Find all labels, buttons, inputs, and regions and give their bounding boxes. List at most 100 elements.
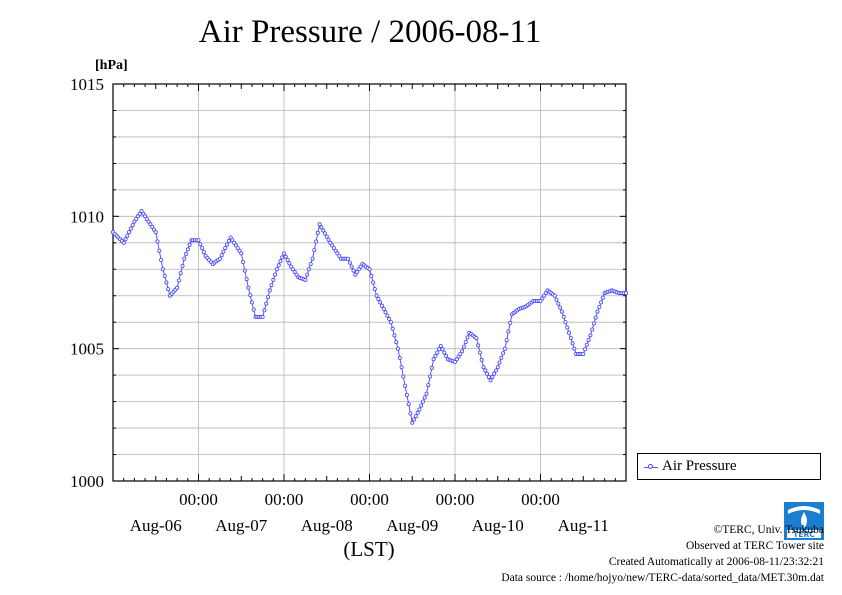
data-point bbox=[440, 347, 445, 352]
data-point bbox=[543, 291, 548, 296]
data-point bbox=[567, 330, 572, 335]
observed-text: Observed at TERC Tower site bbox=[685, 540, 824, 552]
data-point bbox=[590, 327, 595, 332]
data-point bbox=[144, 216, 149, 221]
data-point bbox=[540, 296, 545, 301]
x-date-label: Aug-11 bbox=[558, 516, 609, 535]
data-point bbox=[273, 272, 278, 277]
x-date-label: Aug-08 bbox=[301, 516, 353, 535]
data-point bbox=[201, 250, 206, 255]
source-text: Data source : /home/hojyo/new/TERC-data/… bbox=[501, 572, 824, 584]
x-date-label: Aug-07 bbox=[215, 516, 267, 535]
data-point bbox=[303, 277, 308, 282]
data-point bbox=[217, 256, 222, 261]
data-point bbox=[264, 301, 269, 306]
data-point bbox=[305, 272, 310, 277]
data-point bbox=[502, 346, 507, 351]
created-text: Created Automatically at 2006-08-11/23:3… bbox=[608, 556, 824, 568]
data-point bbox=[237, 248, 242, 253]
data-point bbox=[322, 231, 327, 236]
series-air-pressure bbox=[111, 208, 629, 425]
data-point bbox=[595, 309, 600, 314]
data-point bbox=[586, 338, 591, 343]
data-point bbox=[444, 353, 449, 358]
data-point bbox=[153, 230, 158, 235]
data-point bbox=[452, 359, 457, 364]
data-point bbox=[599, 300, 604, 305]
data-point bbox=[143, 214, 148, 219]
data-point bbox=[228, 235, 233, 240]
legend-dot-marker bbox=[648, 464, 653, 469]
data-point bbox=[506, 329, 511, 334]
data-point bbox=[394, 340, 399, 345]
data-point bbox=[358, 264, 363, 269]
data-point bbox=[224, 242, 229, 247]
data-point bbox=[294, 272, 299, 277]
data-point bbox=[285, 257, 290, 262]
data-point bbox=[128, 226, 133, 231]
data-point bbox=[135, 214, 140, 219]
data-point bbox=[401, 374, 406, 379]
data-point bbox=[417, 407, 422, 412]
data-point bbox=[431, 357, 436, 362]
data-point bbox=[433, 353, 438, 358]
chart-title: Air Pressure / 2006-08-11 bbox=[198, 14, 542, 50]
data-point bbox=[572, 346, 577, 351]
x-axis-label: (LST) bbox=[343, 537, 394, 561]
x-axis: 00:00 00:00 00:00 00:00 00:00 Aug-06 Aug-07 Aug… bbox=[112, 84, 627, 535]
data-point bbox=[428, 374, 433, 379]
data-point bbox=[408, 411, 413, 416]
data-point bbox=[465, 335, 470, 340]
data-point bbox=[281, 251, 286, 256]
data-point bbox=[556, 301, 561, 306]
data-point bbox=[200, 246, 205, 251]
data-point bbox=[178, 271, 183, 276]
data-point bbox=[435, 350, 440, 355]
data-point bbox=[139, 208, 144, 213]
data-point bbox=[565, 325, 570, 330]
data-point bbox=[290, 267, 295, 272]
data-point bbox=[233, 243, 238, 248]
data-point bbox=[490, 375, 495, 380]
data-point bbox=[485, 371, 490, 376]
data-point bbox=[378, 300, 383, 305]
grid-lines bbox=[113, 84, 626, 481]
data-point bbox=[187, 242, 192, 247]
data-point bbox=[488, 378, 493, 383]
data-point bbox=[269, 283, 274, 288]
data-point bbox=[319, 225, 324, 230]
data-point bbox=[289, 264, 294, 269]
data-point bbox=[246, 285, 251, 290]
data-point bbox=[219, 253, 224, 258]
data-point bbox=[337, 253, 342, 258]
data-point bbox=[356, 267, 361, 272]
data-point bbox=[274, 267, 279, 272]
data-point bbox=[436, 347, 441, 352]
data-point bbox=[240, 259, 245, 264]
data-point bbox=[581, 351, 586, 356]
data-point bbox=[160, 267, 165, 272]
data-point bbox=[460, 349, 465, 354]
y-tick-label: 1005 bbox=[70, 340, 104, 359]
data-point bbox=[244, 277, 249, 282]
data-point bbox=[310, 256, 315, 261]
logo-text: TERC bbox=[793, 530, 815, 539]
data-point bbox=[308, 261, 313, 266]
data-point bbox=[185, 247, 190, 252]
data-point bbox=[150, 224, 155, 229]
y-tick-label: 1010 bbox=[70, 207, 104, 226]
data-point bbox=[134, 216, 139, 221]
data-point bbox=[141, 211, 146, 216]
x-date-label: Aug-06 bbox=[130, 516, 182, 535]
data-point bbox=[276, 263, 281, 268]
data-point bbox=[429, 365, 434, 370]
data-point bbox=[483, 368, 488, 373]
data-point bbox=[426, 383, 431, 388]
data-point bbox=[406, 402, 411, 407]
x-time-label: 00:00 bbox=[265, 490, 304, 509]
data-point bbox=[176, 278, 181, 283]
data-point bbox=[349, 264, 354, 269]
data-point bbox=[538, 298, 543, 303]
data-point bbox=[164, 280, 169, 285]
data-point bbox=[388, 320, 393, 325]
